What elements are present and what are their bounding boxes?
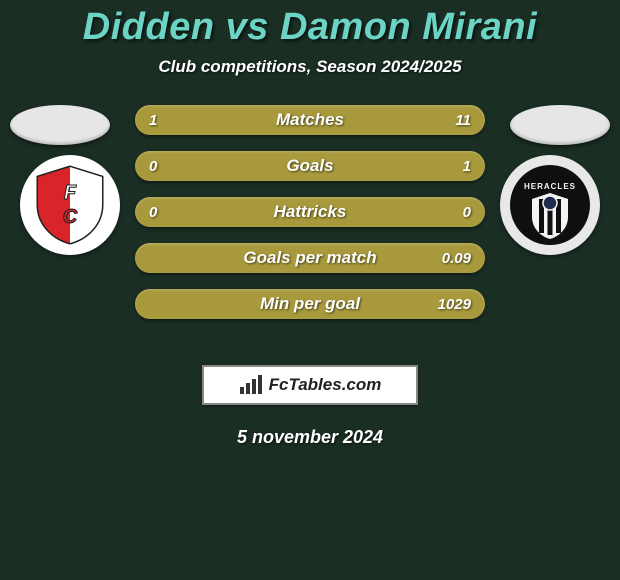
stat-left-value: 1 [149, 112, 157, 129]
stat-label: Goals per match [243, 248, 376, 268]
svg-text:F: F [64, 182, 77, 204]
stat-bar-goals: 0 Goals 1 [135, 151, 485, 181]
stat-right-value: 1 [463, 158, 471, 175]
club-logo-right: HERACLES [500, 155, 600, 255]
club-logo-left: F C [20, 155, 120, 255]
stat-left-value: 0 [149, 158, 157, 175]
page-title: Didden vs Damon Mirani [0, 0, 620, 49]
stat-right-value: 11 [455, 112, 471, 129]
player-head-left [10, 105, 110, 145]
svg-text:C: C [63, 206, 78, 228]
stat-bar-matches: 1 Matches 11 [135, 105, 485, 135]
svg-text:HERACLES: HERACLES [524, 182, 576, 191]
stat-bar-hattricks: 0 Hattricks 0 [135, 197, 485, 227]
stat-label: Matches [276, 110, 344, 130]
player-head-right [510, 105, 610, 145]
stat-label: Min per goal [260, 294, 360, 314]
heracles-shield-icon: HERACLES [508, 163, 592, 247]
stat-label: Hattricks [274, 202, 347, 222]
stat-bar-min-per-goal: Min per goal 1029 [135, 289, 485, 319]
stat-right-value: 0.09 [442, 250, 471, 267]
stat-right-value: 1029 [438, 296, 471, 313]
page-subtitle: Club competitions, Season 2024/2025 [0, 57, 620, 77]
brand-box[interactable]: FcTables.com [202, 365, 418, 405]
utrecht-shield-icon: F C [28, 163, 112, 247]
brand-text: FcTables.com [269, 375, 382, 395]
comparison-content: F C HERACLES 1 Matches 11 0 Goals 1 0 Ha… [0, 105, 620, 325]
stat-bar-goals-per-match: Goals per match 0.09 [135, 243, 485, 273]
stat-bars: 1 Matches 11 0 Goals 1 0 Hattricks 0 Goa… [135, 105, 485, 319]
date-text: 5 november 2024 [0, 427, 620, 448]
stat-right-value: 0 [463, 204, 471, 221]
stat-left-value: 0 [149, 204, 157, 221]
bars-chart-icon [239, 375, 263, 395]
stat-label: Goals [286, 156, 333, 176]
